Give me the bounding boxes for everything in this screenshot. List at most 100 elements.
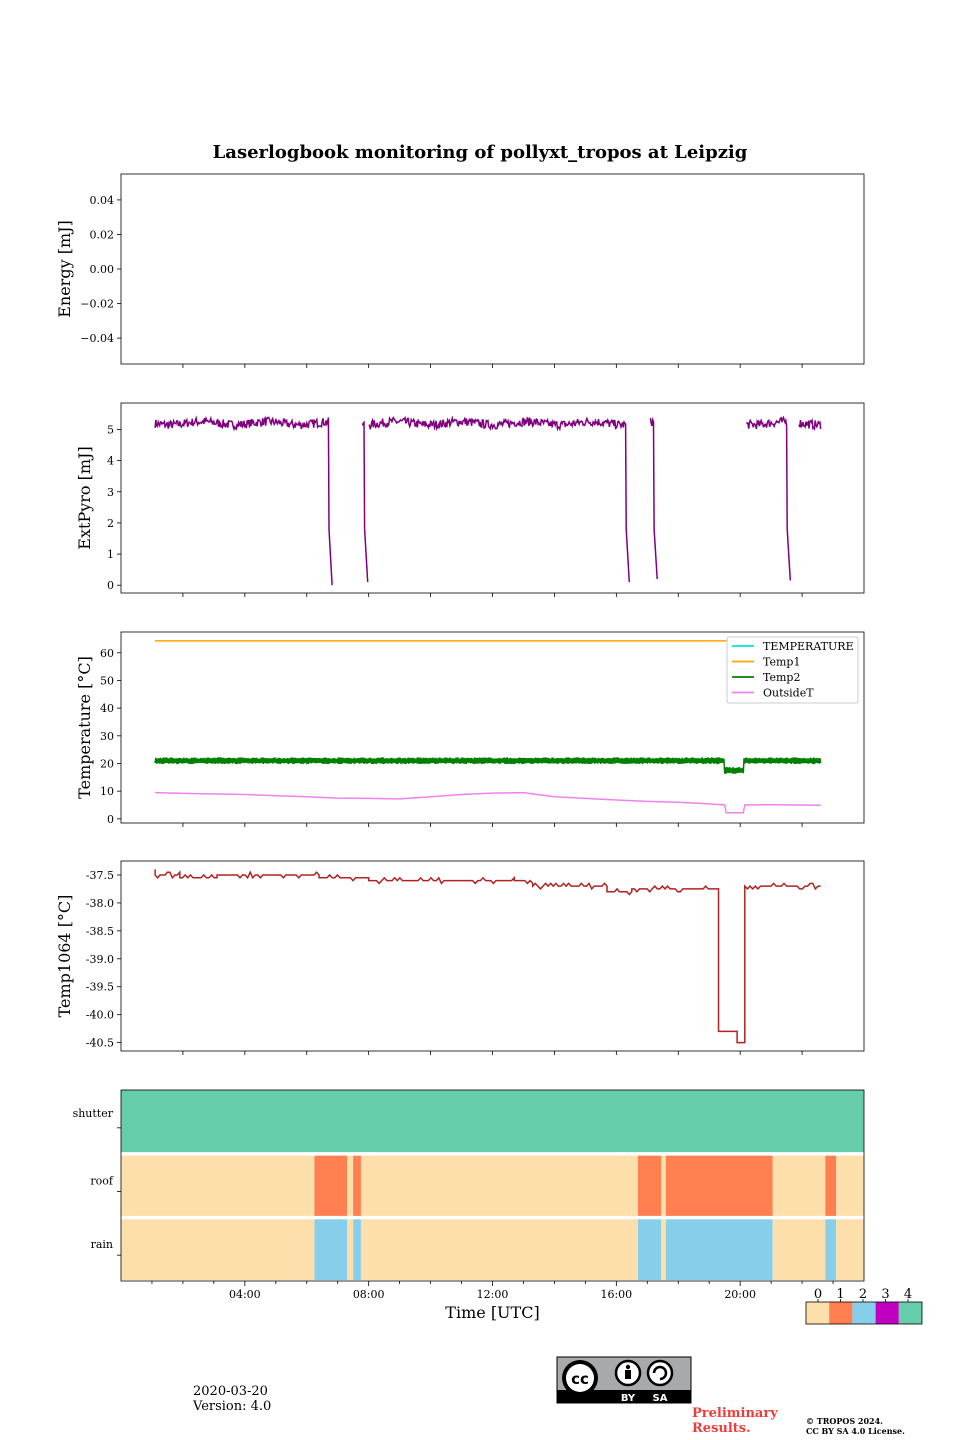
y-tick-label: 30: [100, 730, 114, 743]
x-tick-label: 16:00: [600, 1288, 632, 1301]
x-tick-label: 20:00: [724, 1288, 756, 1301]
status-cell-roof: [353, 1155, 361, 1217]
extpyro-line: [798, 417, 822, 432]
axes-frame: [120, 402, 865, 594]
extpyro-line: [745, 415, 792, 581]
status-cell-rain: [314, 1219, 347, 1280]
panel-temperature: 0 10 20 30 40 50 60 Temperature [°C] TEMPERATURE…: [75, 631, 865, 827]
y-tick-label: 1: [107, 548, 114, 561]
extpyro-line: [361, 420, 369, 583]
figure-title: Laserlogbook monitoring of pollyxt_tropo…: [213, 142, 748, 163]
status-cell-shutter: [121, 1090, 864, 1153]
date-version-block: 2020-03-20 Version: 4.0: [193, 1384, 271, 1414]
x-tick-label: 04:00: [229, 1288, 261, 1301]
y-tick-label: -38.5: [86, 925, 114, 938]
colorbar-tick-label: 3: [881, 1287, 889, 1302]
status-cell-rain: [665, 1219, 773, 1280]
y-tick-label: -37.5: [86, 869, 114, 882]
status-cell-roof: [314, 1155, 347, 1217]
y-tick-label: -40.0: [86, 1009, 114, 1022]
status-cell-rain: [121, 1219, 315, 1280]
colorbar-frame: [805, 1301, 923, 1325]
y-tick-label: -39.0: [86, 953, 114, 966]
y-tick-label: 4: [107, 455, 114, 468]
legend-box: [726, 636, 859, 704]
status-cell-roof: [665, 1155, 773, 1217]
panel-temp1064: -40.5 -40.0 -39.5 -39.0 -38.5 -38.0 -37.5 Temp1…: [55, 860, 865, 1055]
plot-area: [121, 174, 864, 364]
status-row-label: shutter: [73, 1107, 114, 1120]
y-tick-label: -38.0: [86, 897, 114, 910]
y-tick-label: 10: [100, 785, 114, 798]
panel-status: shutter roof rain 04:00 08:00 12:00 16:00 20:00…: [73, 1089, 923, 1325]
cc-license-badge: cc BY SA: [556, 1356, 692, 1404]
legend-label: Temp2: [763, 671, 800, 684]
cc-icon: cc: [571, 1370, 589, 1388]
status-cell-rain: [772, 1219, 826, 1280]
status-row-label: roof: [90, 1175, 114, 1188]
y-tick-label: 60: [100, 647, 114, 660]
temp2-line: [154, 757, 822, 774]
extpyro-line: [154, 415, 333, 586]
status-cell-roof: [836, 1155, 864, 1217]
panel-energy: −0.04 −0.02 0.00 0.02 0.04 Energy [mJ]: [55, 173, 865, 368]
outsideT-line: [155, 791, 821, 814]
y-tick-label: −0.04: [80, 332, 114, 345]
preliminary-results-label: Preliminary Results.: [692, 1406, 778, 1436]
colorbar-swatch: [898, 1302, 922, 1324]
sa-label: SA: [653, 1393, 668, 1404]
sa-icon: [646, 1359, 674, 1387]
colorbar-swatch: [852, 1302, 876, 1324]
y-tick-label: 0.00: [90, 263, 115, 276]
y-tick-label: 40: [100, 702, 114, 715]
x-tick-label: 12:00: [477, 1288, 509, 1301]
y-tick-label: 0: [107, 579, 114, 592]
plot-area: [121, 861, 864, 1051]
by-label: BY: [621, 1393, 636, 1404]
status-cell-roof: [772, 1155, 826, 1217]
extpyro-line: [368, 415, 631, 583]
status-cell-roof: [121, 1155, 315, 1217]
status-cell-rain: [638, 1219, 662, 1280]
status-cell-rain: [836, 1219, 864, 1280]
axes-frame: [120, 631, 865, 824]
y-axis-label: ExtPyro [mJ]: [75, 446, 94, 549]
colorbar-swatch: [875, 1302, 899, 1324]
version-label: Version: 4.0: [193, 1399, 272, 1414]
axes-frame: [120, 173, 865, 365]
x-tick-label: 08:00: [353, 1288, 385, 1301]
status-cell-rain: [353, 1219, 361, 1280]
status-cell-roof: [638, 1155, 662, 1217]
y-axis-label: Temperature [°C]: [75, 656, 94, 799]
colorbar-tick-label: 0: [814, 1287, 822, 1302]
y-axis-label: Energy [mJ]: [55, 220, 74, 318]
copyright-block: © TROPOS 2024. CC BY SA 4.0 License.: [806, 1416, 956, 1436]
y-tick-label: -39.5: [86, 981, 114, 994]
copyright-line-1: © TROPOS 2024.: [806, 1416, 883, 1426]
y-tick-label: −0.02: [80, 298, 114, 311]
legend: TEMPERATURE Temp1 Temp2 OutsideT: [726, 636, 859, 704]
extpyro-line: [649, 416, 658, 580]
y-tick-label: 0.04: [90, 194, 115, 207]
panel-extpyro: 0 1 2 3 4 5 ExtPyro [mJ]: [75, 402, 865, 597]
colorbar-tick-label: 4: [904, 1287, 912, 1302]
status-cell-rain: [360, 1219, 639, 1280]
copyright-line-2: CC BY SA 4.0 License.: [806, 1426, 905, 1436]
colorbar-tick-label: 2: [859, 1287, 867, 1302]
axes-frame: [120, 860, 865, 1052]
y-tick-label: 50: [100, 674, 114, 687]
status-cell-rain: [346, 1219, 354, 1280]
y-tick-label: 0: [107, 813, 114, 826]
status-row-label: rain: [91, 1238, 113, 1251]
status-cell-roof: [346, 1155, 354, 1217]
y-tick-label: 2: [107, 517, 114, 530]
colorbar-swatch: [829, 1302, 853, 1324]
x-axis-label: Time [UTC]: [445, 1303, 539, 1322]
status-cell-roof: [360, 1155, 639, 1217]
status-cell-roof: [825, 1155, 837, 1217]
y-tick-label: 0.02: [90, 228, 115, 241]
colorbar-swatch: [806, 1302, 830, 1324]
